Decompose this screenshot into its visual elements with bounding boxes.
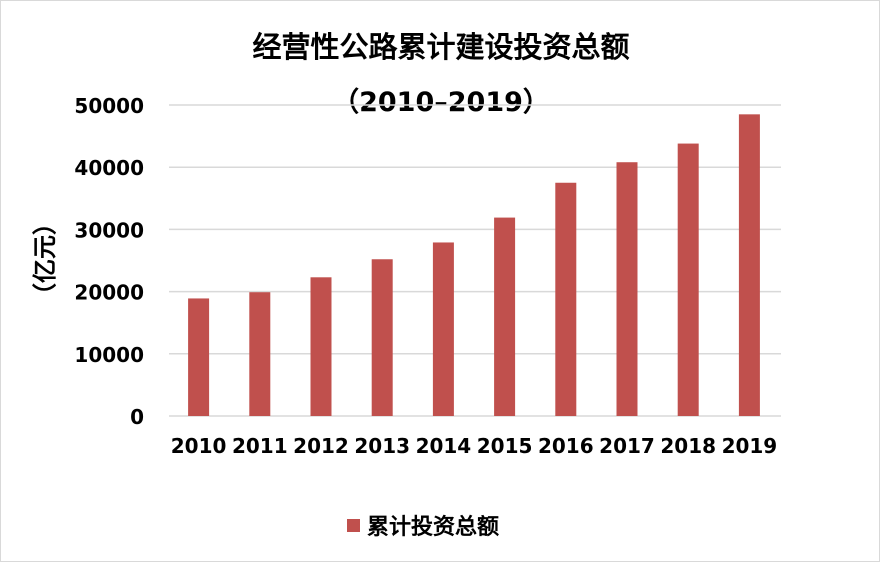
y-tick-label: 40000: [74, 156, 144, 180]
y-tick-label: 10000: [74, 343, 144, 367]
legend-swatch: [347, 519, 360, 532]
chart-title: 经营性公路累计建设投资总额: [252, 30, 629, 64]
x-tick-label: 2016: [538, 434, 594, 458]
x-tick-label: 2017: [599, 434, 655, 458]
bar-2014: [432, 242, 454, 416]
x-tick-label: 2019: [722, 434, 778, 458]
legend: 累计投资总额: [347, 514, 499, 540]
legend-label: 累计投资总额: [367, 514, 499, 540]
bars: [188, 114, 760, 416]
y-tick-label: 50000: [74, 94, 144, 118]
x-tick-label: 2011: [232, 434, 288, 458]
x-tick-label: 2013: [354, 434, 410, 458]
x-tick-label: 2010: [171, 434, 227, 458]
bar-2012: [310, 277, 332, 416]
x-tick-labels: 2010 2011 2012 2013 2014 2015 2016 2017 2018 2019: [171, 434, 777, 458]
bar-2018: [677, 143, 699, 416]
x-tick-label: 2015: [477, 434, 533, 458]
bar-2017: [616, 162, 638, 416]
y-tick-label: 30000: [74, 218, 144, 242]
chart-subtitle: （2010–2019）: [332, 87, 550, 118]
x-tick-label: 2014: [416, 434, 472, 458]
bar-2015: [494, 217, 516, 416]
y-tick-labels: 0 10000 20000 30000 40000 50000: [74, 94, 144, 429]
bar-2016: [555, 182, 577, 416]
bar-2011: [249, 292, 271, 416]
bar-2019: [738, 114, 760, 416]
y-tick-label: 0: [130, 405, 144, 429]
x-tick-label: 2012: [293, 434, 349, 458]
bar-2013: [371, 259, 393, 416]
x-tick-label: 2018: [660, 434, 716, 458]
y-axis-label: （亿元）: [31, 211, 59, 307]
y-tick-label: 20000: [74, 281, 144, 305]
bar-2010: [188, 298, 210, 416]
